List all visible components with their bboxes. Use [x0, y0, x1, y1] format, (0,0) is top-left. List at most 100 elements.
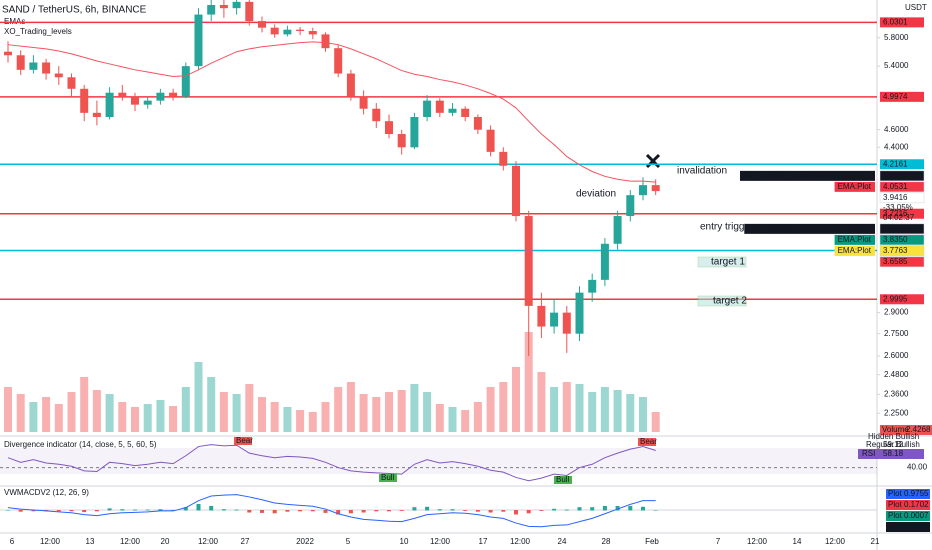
price-label: 3.7763 [883, 246, 908, 255]
macd-hist [145, 509, 150, 511]
macd-hist [18, 510, 23, 512]
macd-hist [653, 510, 658, 511]
volume-bar [550, 387, 559, 432]
volume-bar [512, 367, 520, 432]
volume-bar [80, 377, 89, 432]
tag-badge [834, 245, 875, 256]
x-tick-label: 7 [716, 537, 721, 546]
plot-value: 0.9755 [904, 489, 929, 498]
candle-body [92, 112, 101, 117]
volume-bar [423, 392, 432, 432]
x-tick-label: 10 [400, 537, 409, 546]
target-box [697, 295, 747, 307]
macd-line [7, 494, 656, 528]
rsi-last: 58.18 [883, 449, 904, 458]
candle-body [143, 100, 152, 105]
volume-bar [575, 384, 584, 432]
volume-bar [613, 390, 622, 432]
volume-bar [258, 397, 266, 432]
x-tick-label: 12:00 [198, 537, 219, 546]
volume-bar [372, 397, 381, 432]
volume-bar [600, 387, 609, 432]
x-tick-label: 2022 [296, 537, 314, 546]
volume-bar [156, 400, 165, 432]
level-label: 4.9974 [883, 92, 908, 101]
volume-bar [283, 407, 292, 432]
y-tick-label: 4.6000 [884, 125, 909, 134]
candle-body [29, 62, 38, 70]
candle-body [499, 151, 508, 166]
price-label: 3.8350 [883, 235, 908, 244]
candle-body [169, 92, 178, 97]
x-tick-label: 12:00 [747, 537, 768, 546]
macd-hist [285, 510, 290, 512]
y-tick-label: 2.7500 [884, 329, 909, 338]
annotation: deviation [576, 189, 616, 200]
volume-bar [105, 394, 114, 432]
divergence-label: Bull [381, 473, 395, 482]
rsi-name: RSI [862, 449, 875, 458]
tag-badge [740, 170, 875, 181]
macd-hist [399, 510, 404, 511]
macd-hist [260, 510, 264, 513]
candle-body [105, 92, 114, 117]
volume-bar [67, 392, 76, 432]
volume-bar [639, 397, 647, 432]
plot-name: Plot [888, 489, 903, 498]
macd-hist [387, 510, 391, 512]
candle-body [626, 195, 635, 217]
price-badge [879, 234, 925, 246]
macd-hist [615, 506, 620, 511]
plot-badge [886, 489, 930, 499]
change-label: -33.05% [883, 203, 913, 212]
macd-hist [602, 506, 607, 511]
volume-bar [397, 390, 406, 432]
macd-hist [298, 510, 303, 512]
volume-bar [54, 404, 63, 432]
volume-bar [385, 392, 393, 432]
candle-body [359, 96, 368, 109]
indicator-name: XO_Trading_levels [4, 27, 72, 36]
candle-body [258, 21, 266, 28]
macd-hist [374, 510, 379, 512]
divergence-badge [379, 474, 397, 482]
plot-badge [886, 500, 930, 510]
volume-bar [435, 404, 444, 432]
volume-bar [461, 410, 470, 432]
y-tick-label: 2.9000 [884, 308, 909, 317]
volume-bar [219, 392, 228, 432]
candle-body [486, 129, 495, 152]
price-badge [879, 256, 925, 268]
macd-hist [196, 504, 201, 511]
rsi-line [7, 444, 656, 482]
volume-bar [207, 377, 216, 432]
volume-bar [410, 384, 419, 432]
y-tick-label: 5.8000 [884, 33, 909, 42]
rsi-legend: Regular Bullish [866, 440, 920, 449]
x-tick-label: 13 [86, 537, 95, 546]
candle-body [4, 51, 12, 56]
volume-bar [42, 397, 51, 432]
candle-body [461, 108, 470, 117]
candle-body [537, 305, 546, 327]
tag-label: EMA:Plot [838, 182, 872, 191]
candle-body [16, 55, 25, 70]
macd-hist [31, 510, 36, 512]
volume-bar [473, 402, 482, 432]
level-badge [880, 294, 924, 305]
macd-hist [272, 510, 277, 514]
macd-hist [514, 510, 518, 515]
volume-bar [169, 406, 178, 432]
x-tick-label: 12:00 [40, 537, 61, 546]
x-tick-label: 17 [479, 537, 488, 546]
level-label: 3.7216 [883, 209, 908, 218]
tag-badge [834, 181, 875, 192]
candle-body [283, 29, 292, 35]
tag-label: XO_Trading_levels:Monthly Open [743, 171, 863, 180]
macd-hist [463, 510, 468, 511]
candle-body [219, 5, 228, 9]
volume-bar [143, 404, 152, 432]
candle-body [156, 92, 165, 101]
plot-name: Plot [888, 511, 903, 520]
volume-name: Volume [882, 425, 909, 434]
